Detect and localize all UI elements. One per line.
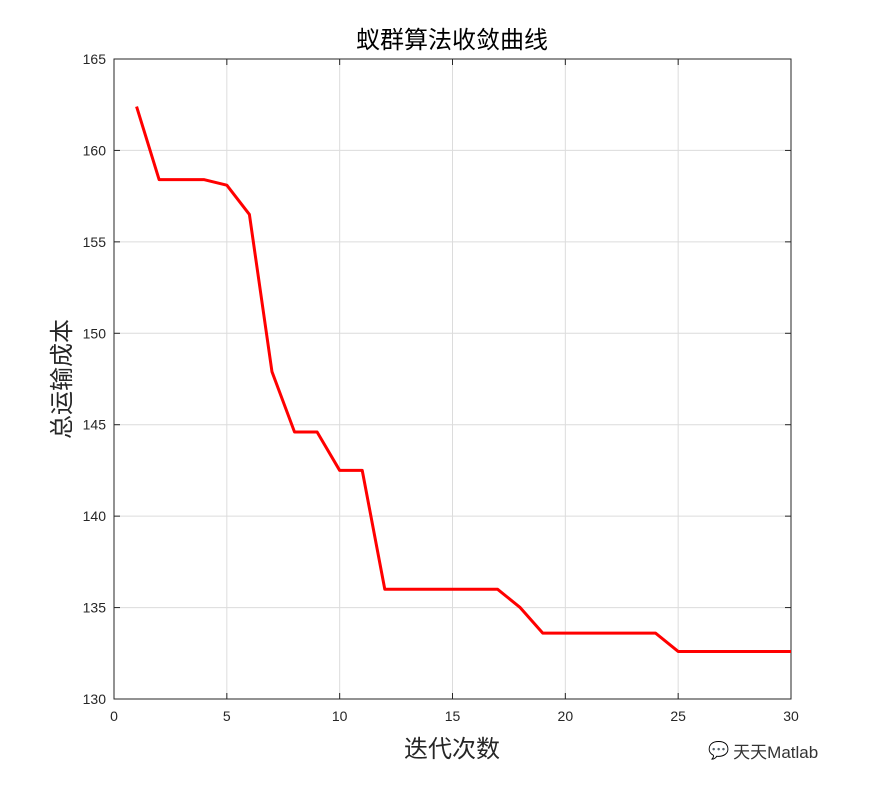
series-line <box>135 106 791 653</box>
x-tick-label: 30 <box>783 708 799 724</box>
y-axis-label: 总运输成本 <box>48 319 76 439</box>
y-tick-label: 150 <box>83 325 107 341</box>
x-tick-label: 0 <box>110 708 118 724</box>
x-tick-label: 15 <box>445 708 461 724</box>
y-tick-label: 165 <box>83 51 107 67</box>
y-tick-label: 140 <box>83 508 107 524</box>
x-tick-label: 20 <box>558 708 574 724</box>
y-tick-label: 135 <box>83 600 107 616</box>
x-tick-label: 5 <box>223 708 231 724</box>
y-tick-label: 160 <box>83 142 107 158</box>
watermark-text: 天天Matlab <box>733 743 819 762</box>
watermark: 💬 天天Matlab <box>708 738 818 763</box>
y-tick-label: 155 <box>83 234 107 250</box>
y-tick-label: 130 <box>83 691 107 707</box>
chart-title: 蚁群算法收敛曲线 <box>356 26 548 54</box>
x-axis-label: 迭代次数 <box>404 735 500 763</box>
wechat-icon: 💬 <box>708 740 730 760</box>
plot-frame <box>113 58 792 700</box>
x-tick-label: 25 <box>670 708 686 724</box>
grid <box>113 58 792 700</box>
series-group <box>135 106 792 653</box>
y-tick-label: 145 <box>83 417 107 433</box>
ticks: 0 5 10 15 20 25 30 130 135 140 145 150 155 160 165 <box>83 51 799 724</box>
x-tick-label: 10 <box>332 708 348 724</box>
